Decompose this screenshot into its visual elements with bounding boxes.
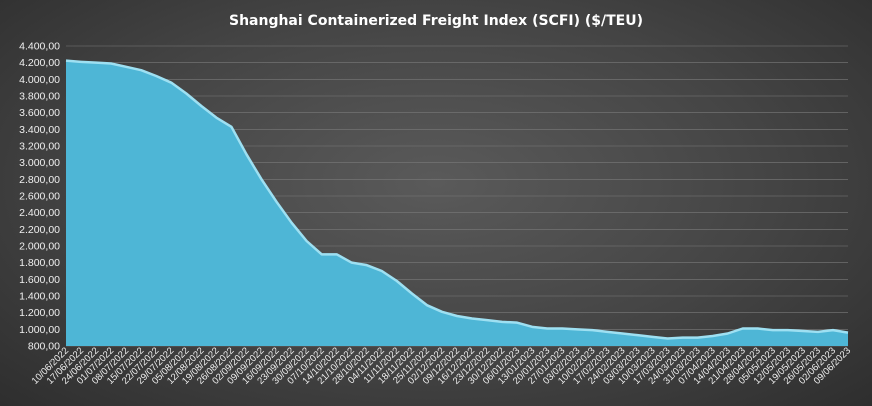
- y-tick-label: 3.000,00: [19, 157, 60, 169]
- y-tick-label: 4.000,00: [19, 74, 60, 86]
- freight-index-line: [65, 59, 849, 340]
- y-tick-label: 1.600,00: [19, 274, 60, 286]
- y-tick-label: 2.600,00: [19, 191, 60, 203]
- y-tick-label: 2.400,00: [19, 207, 60, 219]
- plot-area: [65, 59, 849, 347]
- y-tick-label: 2.800,00: [19, 174, 60, 186]
- y-tick-label: 2.000,00: [19, 241, 60, 253]
- y-tick-label: 4.400,00: [19, 41, 60, 53]
- y-tick-label: 1.400,00: [19, 291, 60, 303]
- chart-title: Shanghai Containerized Freight Index (SC…: [229, 13, 643, 29]
- y-tick-label: 1.800,00: [19, 257, 60, 269]
- y-tick-label: 3.400,00: [19, 124, 60, 136]
- y-tick-label: 800,00: [28, 341, 60, 353]
- y-tick-label: 4.200,00: [19, 57, 60, 69]
- y-tick-label: 2.200,00: [19, 224, 60, 236]
- y-tick-label: 3.600,00: [19, 107, 60, 119]
- x-axis-ticks: 10/06/202217/06/202224/06/202201/07/2022…: [30, 345, 853, 386]
- y-axis-ticks: 800,00 1.000,00 1.200,00 1.400,00 1.600,00 1.…: [19, 41, 60, 353]
- y-tick-label: 1.000,00: [19, 324, 60, 336]
- y-tick-label: 3.800,00: [19, 91, 60, 103]
- freight-index-area: [66, 60, 848, 347]
- y-tick-label: 3.200,00: [19, 141, 60, 153]
- y-tick-label: 1.200,00: [19, 307, 60, 319]
